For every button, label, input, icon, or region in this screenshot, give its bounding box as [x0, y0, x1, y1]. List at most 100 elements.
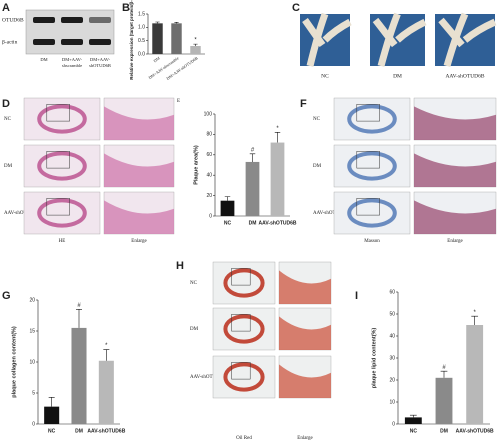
- zoom-box: [356, 104, 380, 122]
- y-tick-label: 60: [389, 289, 395, 295]
- y-tick-label: 30: [389, 355, 395, 361]
- y-tick-label: 0: [392, 421, 395, 427]
- x-tick-label: NC: [224, 220, 232, 226]
- panel-label: H: [176, 260, 184, 272]
- zoom-box: [46, 198, 70, 216]
- vessel-wall: [347, 104, 397, 134]
- zoom-box: [356, 151, 380, 169]
- significance-mark: *: [276, 126, 279, 132]
- y-tick-label: 20: [389, 377, 395, 383]
- column-label: Enlarge: [447, 239, 463, 244]
- error-bar: [409, 414, 417, 418]
- bar: [435, 377, 453, 424]
- vessel-wall: [37, 104, 87, 134]
- error-bar: [440, 370, 448, 378]
- zoom-box: [356, 198, 380, 216]
- bar: [270, 142, 285, 216]
- row-label: NC: [313, 117, 321, 122]
- significance-mark: *: [194, 38, 197, 44]
- row-label: AAV-shOTUD6B: [313, 211, 349, 216]
- blot-band: [61, 39, 83, 45]
- zoom-box: [46, 151, 70, 169]
- y-tick-label: 100: [204, 111, 213, 117]
- panel-label: F: [300, 98, 307, 110]
- x-tick-label: DM: [75, 428, 83, 434]
- error-bar: [75, 309, 83, 328]
- blot-row-label: OTUD6B: [2, 17, 24, 23]
- zoom-box: [231, 362, 251, 380]
- aorta-vessel: [372, 12, 427, 67]
- panel-label: D: [2, 98, 10, 110]
- y-tick-label: 1.5: [138, 11, 145, 17]
- blot-band: [33, 39, 55, 45]
- column-label: Oil Red: [236, 436, 252, 441]
- row-label: AAV-shOTUD6B: [190, 375, 226, 380]
- aorta-vessel: [438, 12, 497, 67]
- photo-label: NC: [321, 73, 329, 79]
- tissue-detail: [104, 200, 174, 234]
- y-tick-label: 0: [32, 421, 35, 427]
- bar: [44, 406, 60, 424]
- vessel-wall: [37, 151, 87, 181]
- blot-row-label: β-actin: [2, 39, 18, 45]
- x-tick-label: AAV-shOTUD6B: [87, 428, 125, 434]
- y-tick-label: 40: [206, 173, 212, 179]
- error-bar: [155, 21, 160, 24]
- row-label: DM: [190, 327, 199, 332]
- zoom-box: [46, 104, 70, 122]
- y-tick-label: 60: [206, 152, 212, 158]
- column-label: Enlarge: [131, 239, 147, 244]
- error-bar: [48, 397, 55, 407]
- column-label: Masson: [364, 239, 380, 244]
- vessel-wall: [347, 151, 397, 181]
- x-tick-label: NC: [410, 428, 418, 434]
- tissue-detail: [104, 153, 174, 187]
- y-axis-label: plaque lipid content(%): [371, 328, 377, 389]
- error-bar: [174, 21, 179, 24]
- y-tick-label: 20: [29, 297, 35, 303]
- aorta-vessel: [302, 12, 352, 67]
- blot-band: [89, 17, 111, 23]
- error-bar: [249, 153, 256, 162]
- bar: [98, 360, 114, 424]
- row-label: DM: [4, 164, 13, 169]
- lane-label: DM+AAV-: [62, 57, 83, 62]
- panel-label: G: [2, 290, 11, 302]
- significance-mark: #: [251, 147, 255, 153]
- significance-mark: #: [77, 303, 81, 309]
- error-bar: [471, 315, 479, 325]
- photo-label: AAV-shOTUD6B: [445, 73, 484, 79]
- y-axis-label: Relative expression (target protein/β-ac…: [129, 0, 134, 80]
- corner-mark: E: [177, 99, 180, 104]
- y-tick-label: 20: [206, 193, 212, 199]
- y-axis-label: plaque collagen content(%): [11, 326, 17, 398]
- x-tick-label: DM: [152, 55, 161, 63]
- tissue-detail: [104, 106, 174, 140]
- lane-label: DM+AAV-: [90, 57, 111, 62]
- tissue-detail: [414, 200, 496, 234]
- y-tick-label: 10: [389, 399, 395, 405]
- zoom-box: [231, 314, 251, 332]
- vessel-wall: [223, 314, 265, 344]
- bar: [220, 200, 235, 216]
- row-label: DM: [313, 164, 322, 169]
- x-tick-label: NC: [48, 428, 56, 434]
- bar: [152, 23, 163, 54]
- y-tick-label: 40: [389, 333, 395, 339]
- y-tick-label: 0.0: [138, 51, 145, 57]
- photo-label: DM: [393, 73, 402, 79]
- panel-label: A: [2, 2, 10, 14]
- bar: [404, 417, 422, 424]
- x-tick-label: DM: [249, 220, 257, 226]
- row-label: NC: [4, 117, 12, 122]
- y-axis-label: Plaque area(%): [193, 145, 199, 185]
- y-tick-label: 0: [209, 213, 212, 219]
- tissue-detail: [414, 106, 496, 140]
- blot-band: [61, 17, 83, 23]
- x-tick-label: DM: [440, 428, 448, 434]
- x-tick-label: AAV-shOTUD6B: [259, 220, 297, 226]
- vessel-wall: [223, 268, 265, 298]
- zoom-box: [231, 268, 251, 286]
- y-tick-label: 10: [29, 359, 35, 365]
